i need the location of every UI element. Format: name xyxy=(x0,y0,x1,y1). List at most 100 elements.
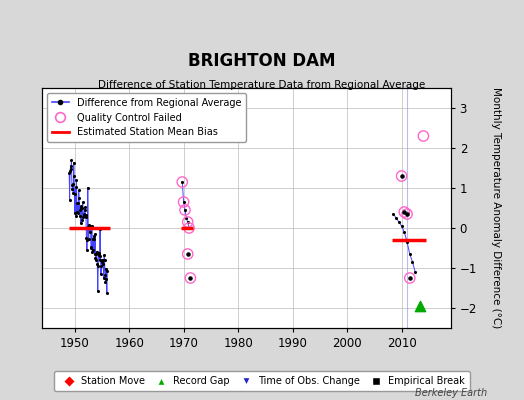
Point xyxy=(99,257,107,263)
Point xyxy=(99,261,107,267)
Point xyxy=(389,211,398,217)
Point xyxy=(406,275,414,281)
Point xyxy=(90,233,99,239)
Point xyxy=(79,199,87,205)
Point xyxy=(179,199,188,205)
Point xyxy=(395,219,403,225)
Point xyxy=(400,229,409,235)
Point xyxy=(182,215,191,221)
Point xyxy=(178,179,187,185)
Point xyxy=(102,265,110,272)
Point xyxy=(74,187,83,193)
Point xyxy=(69,190,78,196)
Point xyxy=(403,211,411,217)
Legend: Station Move, Record Gap, Time of Obs. Change, Empirical Break: Station Move, Record Gap, Time of Obs. C… xyxy=(54,371,470,391)
Point xyxy=(101,257,109,263)
Point xyxy=(87,244,95,250)
Point xyxy=(179,199,188,205)
Point xyxy=(94,263,102,270)
Point xyxy=(73,200,82,206)
Point xyxy=(97,271,105,278)
Point xyxy=(92,257,100,263)
Point xyxy=(67,156,75,163)
Point xyxy=(88,249,96,255)
Point xyxy=(392,215,400,221)
Point xyxy=(73,209,82,215)
Point xyxy=(397,173,406,179)
Point xyxy=(101,279,110,285)
Point xyxy=(80,212,88,218)
Point xyxy=(88,222,96,229)
Point xyxy=(406,251,414,257)
Point xyxy=(101,272,109,278)
Point xyxy=(84,224,92,231)
Point xyxy=(68,186,77,192)
Point xyxy=(92,251,101,258)
Point xyxy=(73,200,81,206)
Point xyxy=(72,177,81,184)
Point xyxy=(68,182,76,188)
Point xyxy=(77,205,85,211)
Point xyxy=(93,248,101,255)
Point xyxy=(400,209,409,215)
Point xyxy=(178,179,187,185)
Y-axis label: Monthly Temperature Anomaly Difference (°C): Monthly Temperature Anomaly Difference (… xyxy=(491,87,501,329)
Point xyxy=(95,256,104,263)
Point xyxy=(84,235,93,242)
Point xyxy=(397,173,406,179)
Point xyxy=(81,212,90,218)
Point xyxy=(78,205,86,212)
Point xyxy=(75,195,83,201)
Point xyxy=(91,230,99,237)
Point xyxy=(65,170,73,176)
Point xyxy=(397,223,406,229)
Point xyxy=(80,204,89,210)
Point xyxy=(97,262,106,269)
Point xyxy=(103,268,112,274)
Point xyxy=(86,223,94,230)
Point xyxy=(97,259,106,265)
Point xyxy=(96,252,105,259)
Point xyxy=(71,191,79,197)
Point xyxy=(103,290,111,296)
Point xyxy=(67,166,75,172)
Point xyxy=(94,288,102,294)
Point xyxy=(400,209,409,215)
Point xyxy=(89,236,97,242)
Point xyxy=(77,203,85,209)
Point xyxy=(82,235,91,241)
Point xyxy=(91,254,100,261)
Point xyxy=(75,207,84,214)
Point xyxy=(100,252,108,258)
Point xyxy=(76,213,84,219)
Point xyxy=(77,220,85,226)
Point xyxy=(66,196,74,203)
Point xyxy=(94,252,103,258)
Point xyxy=(91,251,99,257)
Point xyxy=(182,133,191,139)
Point xyxy=(90,236,98,242)
Point xyxy=(95,250,103,256)
Point xyxy=(183,251,192,257)
Point xyxy=(183,251,192,257)
Point xyxy=(70,159,78,166)
Point xyxy=(419,133,428,139)
Point xyxy=(181,207,189,213)
Point xyxy=(70,173,79,179)
Point xyxy=(72,213,80,220)
Point xyxy=(82,214,90,220)
Point xyxy=(96,226,104,232)
Point xyxy=(181,207,189,213)
Point xyxy=(408,259,417,265)
Point xyxy=(83,246,91,253)
Point xyxy=(85,222,93,228)
Point xyxy=(78,217,86,224)
Point xyxy=(98,257,106,263)
Point xyxy=(69,181,77,188)
Text: Berkeley Earth: Berkeley Earth xyxy=(415,388,487,398)
Point xyxy=(71,184,80,190)
Point xyxy=(84,184,92,191)
Point xyxy=(87,244,95,251)
Point xyxy=(67,163,75,169)
Point xyxy=(83,237,92,244)
